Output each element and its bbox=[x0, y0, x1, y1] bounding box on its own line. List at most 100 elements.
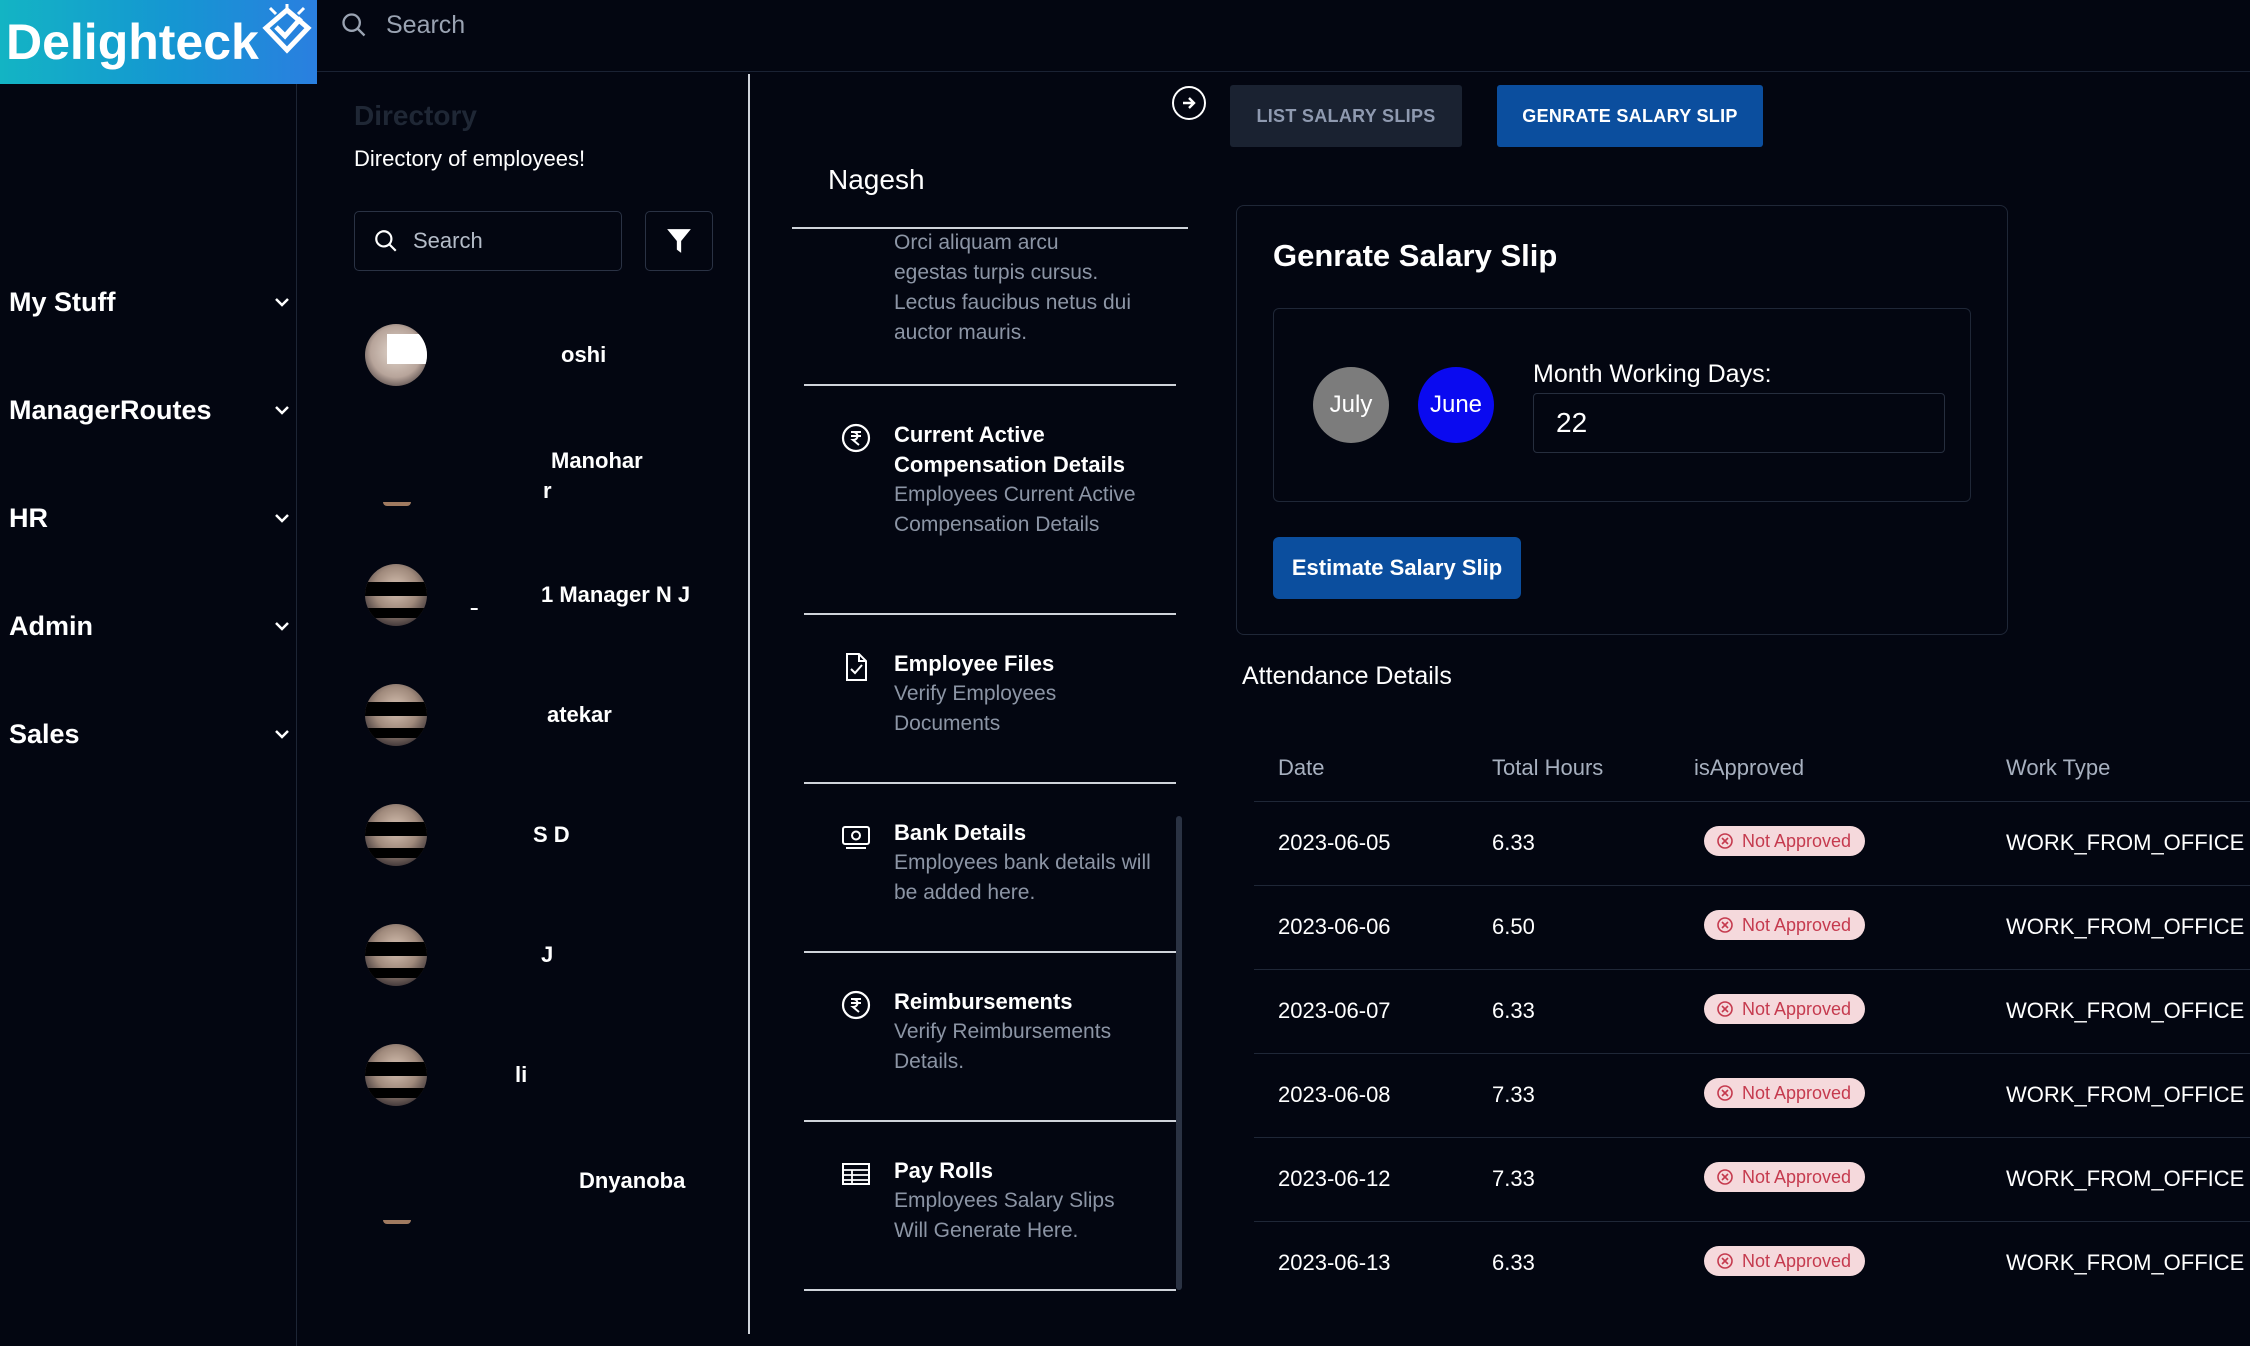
cell-hours: 7.33 bbox=[1492, 1082, 1535, 1107]
sidebar bbox=[0, 84, 297, 1346]
sidebar-item-label: My Stuff bbox=[9, 286, 116, 317]
divider bbox=[804, 613, 1176, 615]
employee-row[interactable]: atekar bbox=[365, 682, 725, 752]
status-badge: Not Approved bbox=[1704, 910, 1866, 940]
table-row: 2023-06-13 6.33 Not Approved WORK_FROM_OFFI… bbox=[1254, 1221, 2250, 1305]
menu-card-title: Reimbursements bbox=[894, 989, 1073, 1014]
avatar bbox=[365, 924, 427, 986]
sidebar-item-my-stuff[interactable]: My Stuff bbox=[9, 282, 294, 322]
divider bbox=[804, 384, 1176, 386]
avatar bbox=[365, 804, 427, 866]
chevron-down-icon[interactable] bbox=[270, 398, 294, 422]
table-row: 2023-06-05 6.33 Not Approved WORK_FROM_OFFI… bbox=[1254, 801, 2250, 885]
table-row: 2023-06-12 7.33 Not Approved WORK_FROM_OFFI… bbox=[1254, 1137, 2250, 1221]
divider bbox=[804, 1120, 1176, 1122]
cell-work-type: WORK_FROM_OFFICE bbox=[2006, 998, 2245, 1023]
employee-row[interactable]: Dnyanoba bbox=[365, 1164, 725, 1234]
chevron-down-icon[interactable] bbox=[270, 614, 294, 638]
month-chip-june[interactable]: June bbox=[1418, 367, 1494, 443]
employee-row[interactable]: Manohar r bbox=[365, 444, 725, 514]
cell-work-type: WORK_FROM_OFFICE bbox=[2006, 1082, 2245, 1107]
employee-row[interactable]: li bbox=[365, 1042, 725, 1112]
table-icon bbox=[842, 1163, 870, 1185]
rupee-icon bbox=[841, 423, 871, 453]
top-search-input[interactable]: Search bbox=[386, 10, 466, 39]
filter-button[interactable] bbox=[645, 211, 713, 271]
sidebar-item-manager-routes[interactable]: ManagerRoutes bbox=[9, 390, 294, 430]
rupee-icon bbox=[841, 990, 871, 1020]
scrollbar[interactable] bbox=[1176, 816, 1182, 1290]
status-text: Not Approved bbox=[1742, 998, 1852, 1019]
employee-row[interactable]: ـ 1 Manager N J bbox=[365, 562, 725, 632]
avatar bbox=[365, 564, 427, 626]
sidebar-item-hr[interactable]: HR bbox=[9, 498, 294, 538]
column-header-date: Date bbox=[1278, 755, 1325, 780]
sidebar-item-label: Admin bbox=[9, 610, 93, 641]
chevron-down-icon[interactable] bbox=[270, 506, 294, 530]
employee-name: li bbox=[515, 1062, 528, 1087]
cell-hours: 6.33 bbox=[1492, 1250, 1535, 1275]
employee-name: J bbox=[541, 942, 554, 967]
menu-card-title: Employee Files bbox=[894, 651, 1055, 676]
working-days-label: Month Working Days: bbox=[1533, 360, 1772, 388]
status-badge: Not Approved bbox=[1704, 1246, 1866, 1276]
avatar bbox=[365, 1044, 427, 1106]
working-days-input[interactable] bbox=[1533, 393, 1945, 453]
cell-date: 2023-06-05 bbox=[1278, 830, 1391, 855]
sidebar-item-label: HR bbox=[9, 502, 48, 533]
sidebar-item-admin[interactable]: Admin bbox=[9, 606, 294, 646]
employee-row[interactable]: S D bbox=[365, 802, 725, 872]
search-icon bbox=[375, 230, 397, 252]
chevron-down-icon[interactable] bbox=[270, 722, 294, 746]
employee-row[interactable]: oshi bbox=[365, 322, 725, 392]
directory-search[interactable]: Search bbox=[354, 211, 622, 271]
month-chip-july[interactable]: July bbox=[1313, 367, 1389, 443]
menu-card-desc: Employees Salary Slips Will Generate Her… bbox=[894, 1189, 1115, 1242]
list-salary-slips-button[interactable]: LIST SALARY SLIPS bbox=[1230, 85, 1462, 147]
directory-search-input[interactable]: Search bbox=[413, 228, 483, 253]
employee-name: Dnyanoba bbox=[579, 1168, 686, 1193]
cell-date: 2023-06-07 bbox=[1278, 998, 1391, 1023]
x-circle-icon bbox=[1717, 833, 1733, 849]
x-circle-icon bbox=[1717, 1085, 1733, 1101]
search-icon bbox=[342, 13, 366, 37]
cell-hours: 7.33 bbox=[1492, 1166, 1535, 1191]
divider bbox=[804, 782, 1176, 784]
x-circle-icon bbox=[1717, 1001, 1733, 1017]
divider bbox=[804, 1289, 1176, 1291]
employee-row[interactable]: J bbox=[365, 922, 725, 992]
chevron-down-icon[interactable] bbox=[270, 290, 294, 314]
navigate-arrow-button[interactable] bbox=[1172, 86, 1206, 120]
cell-work-type: WORK_FROM_OFFICE bbox=[2006, 1250, 2245, 1275]
arrow-right-icon bbox=[1183, 97, 1196, 109]
employee-name-line2: r bbox=[543, 478, 552, 503]
estimate-salary-slip-button[interactable]: Estimate Salary Slip bbox=[1273, 537, 1521, 599]
menu-card-desc: Employees bank details will be added her… bbox=[894, 851, 1151, 904]
employee-name: S D bbox=[533, 822, 570, 847]
column-header-approved: isApproved bbox=[1694, 755, 1805, 780]
column-header-hours: Total Hours bbox=[1492, 755, 1604, 780]
status-badge: Not Approved bbox=[1704, 1162, 1866, 1192]
sidebar-item-sales[interactable]: Sales bbox=[9, 714, 294, 754]
status-text: Not Approved bbox=[1742, 914, 1852, 935]
cash-icon bbox=[842, 826, 870, 849]
x-circle-icon bbox=[1717, 917, 1733, 933]
cell-work-type: WORK_FROM_OFFICE bbox=[2006, 830, 2245, 855]
menu-card-desc: Employees Current Active Compensation De… bbox=[894, 483, 1136, 536]
column-divider bbox=[748, 74, 750, 1334]
table-row: 2023-06-08 7.33 Not Approved WORK_FROM_OFFI… bbox=[1254, 1053, 2250, 1137]
menu-card-title: Current Active Compensation Details bbox=[894, 422, 1126, 477]
attendance-title: Attendance Details bbox=[1242, 662, 1452, 690]
month-selector-panel bbox=[1273, 308, 1971, 502]
avatar bbox=[383, 502, 411, 506]
menu-card-desc: Orci aliquam arcu egestas turpis cursus.… bbox=[894, 231, 1131, 344]
app-logo[interactable]: Delighteck bbox=[0, 0, 317, 84]
salary-slip-title: Genrate Salary Slip bbox=[1273, 238, 1558, 273]
table-row: 2023-06-06 6.50 Not Approved WORK_FROM_OFFI… bbox=[1254, 885, 2250, 969]
status-text: Not Approved bbox=[1742, 830, 1852, 851]
generate-salary-slip-button[interactable]: GENRATE SALARY SLIP bbox=[1497, 85, 1763, 147]
divider bbox=[792, 227, 1188, 229]
top-search[interactable]: Search bbox=[340, 8, 465, 42]
status-text: Not Approved bbox=[1742, 1082, 1852, 1103]
top-bar bbox=[317, 0, 2250, 72]
